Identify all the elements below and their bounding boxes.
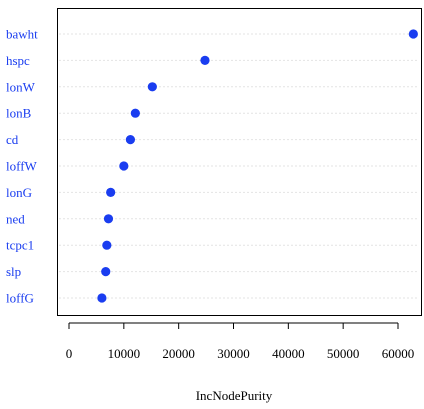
x-tick-label-50000: 50000: [327, 346, 360, 361]
data-point-cd: [125, 135, 136, 145]
category-label-lonG: lonG: [6, 185, 32, 200]
data-point-lonG: [106, 187, 116, 197]
data-point-lonW: [147, 82, 157, 92]
data-point-lonB: [130, 108, 140, 118]
x-tick-label-20000: 20000: [162, 346, 195, 361]
data-point-loffG: [97, 293, 107, 303]
category-label-lonW: lonW: [6, 79, 36, 94]
category-label-hspc: hspc: [6, 53, 30, 68]
x-tick-label-60000: 60000: [382, 346, 415, 361]
category-label-ned: ned: [6, 211, 25, 226]
data-point-ned: [103, 214, 114, 224]
category-label-loffW: loffW: [6, 159, 38, 174]
category-label-lonB: lonB: [6, 106, 32, 121]
data-point-hspc: [200, 55, 210, 65]
data-points: [97, 29, 418, 303]
gridlines: [59, 33, 420, 299]
x-axis: 0 10000 20000 30000 40000 50000 60000: [66, 322, 415, 361]
category-label-loffG: loffG: [6, 291, 34, 306]
x-tick-label-40000: 40000: [272, 346, 305, 361]
plot-frame: [57, 8, 422, 316]
category-label-cd: cd: [6, 132, 19, 147]
category-label-bawht: bawht: [6, 27, 38, 42]
data-point-bawht: [408, 29, 418, 39]
data-point-loffW: [119, 161, 129, 171]
data-point-slp: [101, 267, 111, 277]
x-tick-label-10000: 10000: [108, 346, 141, 361]
x-tick-label-30000: 30000: [217, 346, 250, 361]
category-labels: bawht hspc lonW lonB cd loffW lonG ned tcpc1 slp l…: [6, 27, 38, 306]
x-axis-title: IncNodePurity: [196, 388, 273, 403]
x-tick-label-0: 0: [66, 346, 73, 361]
category-label-tcpc1: tcpc1: [6, 238, 34, 253]
data-point-tcpc1: [102, 240, 112, 250]
category-label-slp: slp: [6, 264, 21, 279]
